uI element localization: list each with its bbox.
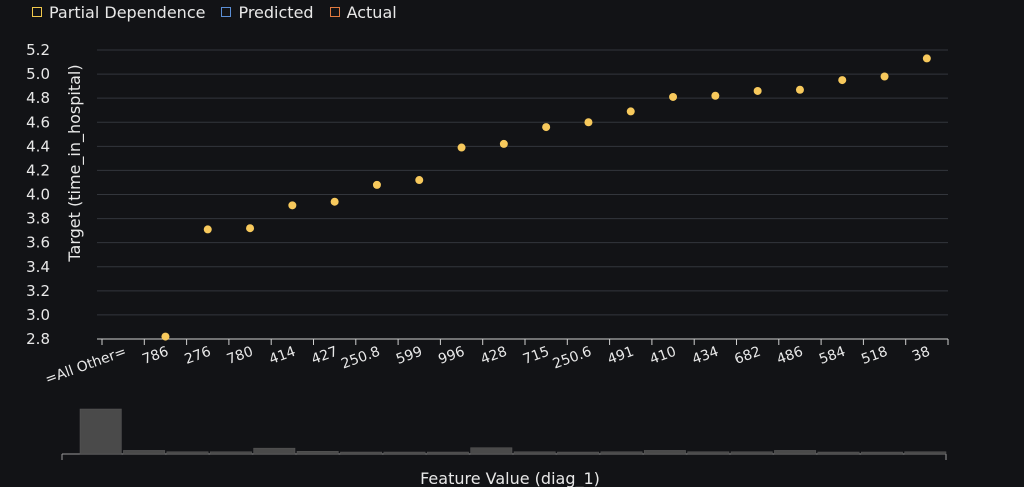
x-tick-label: 276 [183,344,214,368]
y-tick-label: 4.8 [26,89,50,107]
y-tick-label: 3.4 [26,258,50,276]
x-tick-label: 491 [606,344,637,368]
y-tick-label: 5.2 [26,41,50,59]
data-point[interactable] [203,225,212,234]
x-tick-label: 38 [910,344,932,365]
x-tick-label: 715 [521,344,552,368]
y-tick-label: 3.0 [26,306,50,324]
x-tick-label: 410 [648,344,679,368]
histogram-bar[interactable] [904,451,947,455]
x-tick-label: 518 [859,344,890,368]
x-tick-label: 414 [267,344,298,368]
data-points [161,54,931,341]
histogram-bar[interactable] [730,451,773,455]
x-tick-label: 427 [309,344,340,368]
histogram-bar[interactable] [166,451,209,455]
data-point[interactable] [330,197,339,206]
x-tick-label: 584 [817,344,848,368]
legend: Partial Dependence Predicted Actual [32,1,397,23]
data-point[interactable] [838,76,847,85]
x-tick-label: 996 [436,344,467,368]
histogram-bar[interactable] [383,451,426,455]
data-point[interactable] [372,180,381,189]
histogram-bar[interactable] [209,451,252,455]
data-point[interactable] [161,332,170,341]
data-point[interactable] [795,85,804,94]
histogram-bar[interactable] [774,450,817,455]
data-point[interactable] [626,107,635,116]
data-point[interactable] [753,86,762,95]
y-tick-label: 4.2 [26,161,50,179]
histogram-bar[interactable] [557,451,600,455]
y-tick-label: 3.8 [26,210,50,228]
legend-item-actual[interactable]: Actual [329,2,397,22]
grid [97,49,948,340]
histogram-bar[interactable] [426,451,469,455]
legend-item-predicted[interactable]: Predicted [221,2,314,22]
x-tick-label: 250.8 [339,344,382,373]
x-tick-label: 250.6 [551,344,594,373]
data-point[interactable] [880,72,889,81]
histogram-bar[interactable] [470,447,513,455]
data-point[interactable] [669,92,678,101]
data-point[interactable] [415,176,424,185]
data-point[interactable] [288,201,297,210]
y-tick-label: 4.0 [26,186,50,204]
data-point[interactable] [542,123,551,132]
y-tick-label: 3.2 [26,282,50,300]
data-point[interactable] [711,91,720,100]
y-tick-label: 3.6 [26,234,50,252]
predicted-swatch-icon [221,7,232,17]
x-tick-label: =All Other= [43,344,128,388]
legend-label: Actual [346,2,397,22]
y-axis-label: Target (time_in_hospital) [65,64,85,262]
x-tick-label: 428 [479,344,510,368]
y-tick-label: 5.0 [26,65,50,83]
histogram-bar[interactable] [513,451,556,455]
y-tick-label: 2.8 [26,330,50,348]
histogram-bar[interactable] [687,451,730,455]
data-point[interactable] [922,54,931,63]
x-axis: =All Other= 786 276 780 414 427 250.8 599 996 428… [43,338,949,388]
y-tick-label: 4.4 [26,137,50,155]
data-point[interactable] [246,224,255,233]
histogram-bar[interactable] [600,451,643,455]
histogram-bar[interactable] [817,451,860,455]
histogram-bar[interactable] [860,451,903,455]
actual-swatch-icon [329,7,340,17]
x-tick-label: 599 [394,344,425,368]
histogram-bar[interactable] [79,408,122,455]
data-point[interactable] [584,118,593,127]
histogram [61,408,947,460]
legend-label: Partial Dependence [49,2,206,22]
histogram-bar[interactable] [643,450,686,455]
y-tick-label: 4.6 [26,113,50,131]
histogram-bar[interactable] [253,447,296,455]
x-tick-label: 486 [775,344,806,368]
partial-dependence-swatch-icon [32,7,42,17]
data-point[interactable] [499,139,508,148]
x-tick-label: 682 [732,344,763,368]
x-tick-label: 434 [690,344,721,368]
histogram-bar[interactable] [296,451,339,455]
histogram-bar[interactable] [340,451,383,455]
histogram-bar[interactable] [123,450,166,455]
data-point[interactable] [457,143,466,152]
x-tick-label: 786 [140,344,171,368]
x-tick-label: 780 [225,344,256,368]
x-axis-label: Feature Value (diag_1) [420,469,600,487]
legend-label: Predicted [238,2,314,22]
y-axis: 2.8 3.0 3.2 3.4 3.6 3.8 4.0 4.2 4.4 4.6 4.8 5.0 5.2 [26,41,50,348]
legend-item-partial-dependence[interactable]: Partial Dependence [32,3,205,22]
